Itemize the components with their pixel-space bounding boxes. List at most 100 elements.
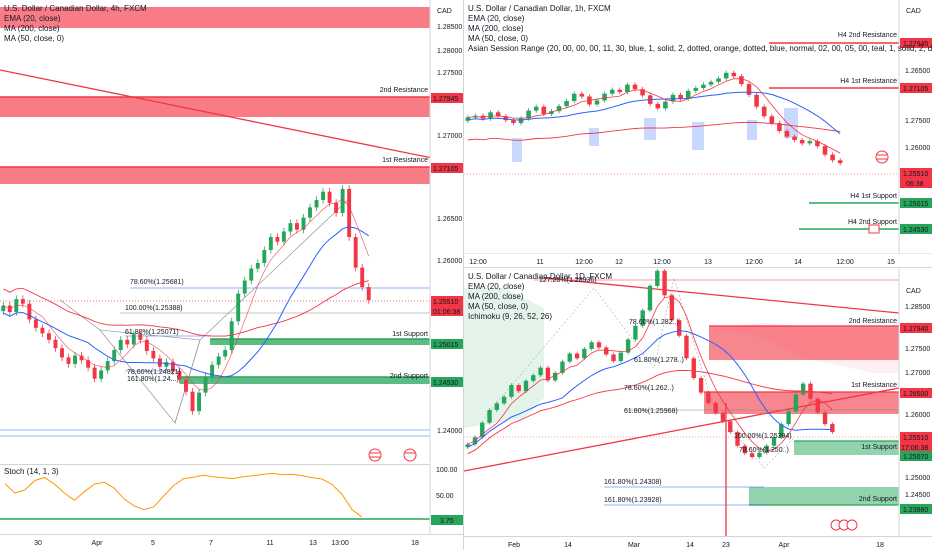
price-tag-text: 1.26500 — [903, 391, 928, 398]
upper-trendline[interactable] — [543, 277, 900, 314]
daily-candles — [465, 268, 835, 459]
hourly-chart-svg[interactable]: H4 2nd Resistance H4 1st Resistance H4 1… — [464, 0, 932, 254]
candle — [552, 372, 558, 381]
fib-label: 100.00%(1.25394) — [734, 433, 792, 440]
candle — [105, 361, 110, 371]
candle — [501, 396, 507, 404]
candle — [511, 120, 516, 124]
candle — [1, 305, 6, 312]
candle — [662, 270, 667, 296]
left-chart-svg[interactable]: 1.28500 1.28000 1.27500 1.27000 1.26500 1.260… — [0, 0, 463, 463]
1st-resistance-zone — [0, 167, 430, 184]
us-flag-icon[interactable] — [403, 448, 417, 462]
candle — [556, 106, 562, 112]
candle — [723, 72, 729, 79]
price-tag-text: 1.25070 — [903, 454, 928, 461]
legend-ma50: MA (50, close, 0) — [468, 34, 529, 43]
level-label: H4 2nd Resistance — [838, 32, 897, 39]
zone-label: 2nd Resistance — [380, 87, 428, 94]
us-flag-icon[interactable] — [875, 150, 889, 164]
candle — [164, 362, 169, 367]
canada-flag-icon[interactable] — [868, 224, 880, 234]
lower-trendline[interactable] — [464, 387, 900, 472]
candle — [308, 207, 312, 218]
daily-legend: U.S. Dollar / Canadian Dollar, 1D, FXCM … — [468, 272, 612, 322]
price-tag — [431, 377, 463, 387]
hourly-time-axis[interactable]: 12:00 11 12:00 12 12:00 13 12:00 14 12:00 15 — [464, 254, 932, 268]
price-tick: 1.28500 — [905, 304, 930, 311]
candle — [716, 78, 721, 82]
candle — [691, 358, 696, 379]
session-range-box — [512, 138, 522, 162]
candle — [746, 84, 752, 95]
candle — [596, 342, 602, 348]
candle — [301, 217, 306, 230]
price-tag-text: 1.25015 — [433, 342, 458, 349]
daily-time-axis[interactable]: Feb 14 Mar 14 23 Apr 18 — [464, 536, 932, 550]
candle — [757, 452, 762, 458]
candle — [669, 295, 675, 321]
candle — [771, 437, 777, 446]
candle — [837, 160, 843, 164]
candle — [618, 352, 624, 362]
price-tag — [900, 388, 932, 398]
candle — [494, 403, 500, 410]
2nd-resistance-zone — [0, 7, 430, 28]
legend-ma200: MA (200, close) — [468, 24, 524, 33]
daily-price-axis[interactable]: 1.28500 1.27500 1.27000 1.26000 1.25000 1.245… — [905, 304, 930, 499]
left-price-axis[interactable]: 1.28500 1.28000 1.27500 1.27000 1.26500 1.260… — [437, 24, 462, 435]
stoch-svg[interactable]: 100.00 50.00 3.75 — [0, 464, 463, 534]
price-tick: 1.26500 — [905, 68, 930, 75]
candle — [822, 412, 828, 425]
candle — [617, 89, 623, 93]
price-tick: 1.27500 — [905, 118, 930, 125]
ema20-line — [467, 296, 833, 452]
fib-label: 100.00%(1.25388) — [125, 305, 183, 312]
legend-ma50: MA (50, close, 0) — [4, 34, 65, 43]
hourly-chart-pane[interactable]: H4 2nd Resistance H4 1st Resistance H4 1… — [464, 0, 932, 254]
legend-ma200: MA (200, close) — [4, 24, 60, 33]
candle — [242, 280, 247, 294]
candle — [754, 94, 759, 107]
left-time-axis[interactable]: 30 Apr 5 7 11 13 13:00 18 — [0, 534, 463, 550]
daily-chart-svg[interactable]: 2nd Resistance 1st Resistance 1st Suppor… — [464, 268, 932, 536]
zone-label: 1st Resistance — [851, 382, 897, 389]
candle — [151, 350, 156, 359]
legend-ma50: MA (50, close, 0) — [468, 302, 529, 311]
fib-label: 78.60%(1.262..) — [624, 385, 674, 392]
candle — [27, 303, 32, 320]
candle — [526, 110, 531, 119]
candle — [693, 88, 699, 91]
candle — [177, 371, 182, 380]
legend-ema: EMA (20, close) — [468, 282, 525, 291]
candle — [611, 354, 616, 362]
candle — [594, 100, 600, 105]
price-tick: 1.26000 — [905, 412, 930, 419]
candle — [799, 139, 805, 144]
price-tag-text: 1.24530 — [433, 380, 458, 387]
daily-chart-pane[interactable]: 2nd Resistance 1st Resistance 1st Suppor… — [464, 268, 932, 536]
time-tick: 13 — [309, 540, 317, 547]
currency-label: CAD — [437, 8, 452, 15]
candle — [647, 285, 653, 311]
price-tick: 1.24500 — [905, 492, 930, 499]
us-flag-icon[interactable] — [846, 519, 858, 531]
time-tick: 11 — [266, 540, 273, 547]
time-tick: 12:00 — [653, 259, 671, 266]
candle — [262, 250, 267, 263]
candle — [288, 223, 293, 232]
left-chart-pane[interactable]: 1.28500 1.28000 1.27500 1.27000 1.26500 1.260… — [0, 0, 463, 463]
price-tag — [431, 93, 463, 103]
candle — [560, 361, 565, 373]
session-range-box — [784, 108, 798, 138]
candle — [589, 342, 594, 349]
candle — [112, 350, 117, 362]
candle — [125, 339, 130, 345]
legend-title: U.S. Dollar / Canadian Dollar, 1D, FXCM — [468, 272, 613, 281]
candle — [609, 89, 615, 94]
us-flag-icon[interactable] — [368, 448, 382, 462]
candle — [625, 339, 631, 353]
trendline[interactable] — [0, 69, 433, 159]
stoch-pane[interactable]: 100.00 50.00 3.75 Stoch (14, 1, 3) — [0, 464, 463, 534]
time-tick: 12:00 — [745, 259, 763, 266]
